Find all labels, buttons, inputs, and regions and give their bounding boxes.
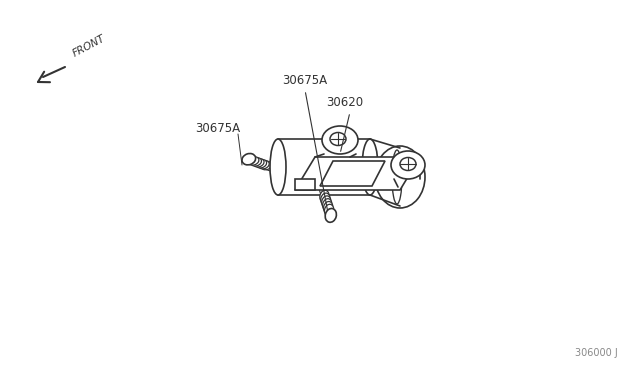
Ellipse shape (321, 193, 330, 205)
Text: 30675A: 30675A (282, 74, 328, 87)
Text: FRONT: FRONT (71, 33, 107, 59)
Text: 30620: 30620 (326, 96, 364, 109)
Text: 306000 J: 306000 J (575, 348, 618, 358)
Ellipse shape (320, 190, 329, 202)
Ellipse shape (324, 204, 333, 216)
Ellipse shape (375, 146, 425, 208)
Ellipse shape (251, 158, 262, 166)
Text: 30675A: 30675A (195, 122, 240, 135)
Ellipse shape (323, 199, 332, 211)
Polygon shape (320, 161, 385, 186)
Ellipse shape (248, 157, 259, 165)
Ellipse shape (325, 208, 337, 222)
Ellipse shape (362, 139, 378, 195)
Ellipse shape (322, 196, 331, 208)
Ellipse shape (261, 161, 272, 170)
Ellipse shape (322, 126, 358, 154)
Ellipse shape (392, 150, 402, 204)
Ellipse shape (330, 132, 346, 145)
Ellipse shape (259, 160, 269, 169)
Ellipse shape (242, 154, 255, 165)
Ellipse shape (253, 158, 264, 167)
Polygon shape (295, 157, 420, 190)
Ellipse shape (323, 202, 333, 213)
Polygon shape (278, 139, 370, 195)
Ellipse shape (391, 151, 425, 179)
Ellipse shape (270, 139, 286, 195)
Ellipse shape (256, 160, 267, 168)
Polygon shape (295, 179, 315, 190)
Ellipse shape (400, 157, 416, 170)
